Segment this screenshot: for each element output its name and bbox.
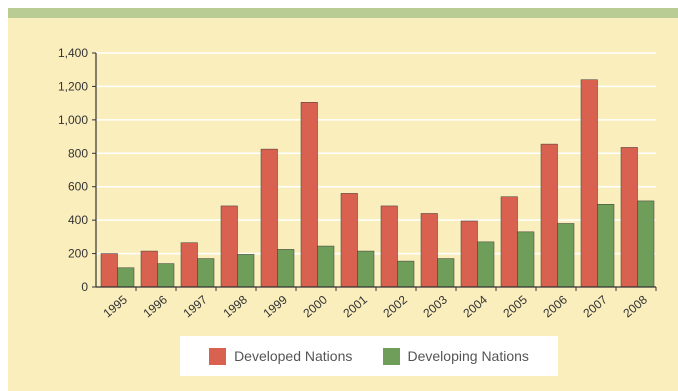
bar-developing — [157, 263, 175, 288]
bar-developed — [220, 205, 238, 288]
x-tick-label: 1996 — [140, 292, 170, 320]
y-tick-label: 400 — [68, 213, 88, 227]
y-tick-label: 1,200 — [58, 79, 88, 93]
y-tick-label: 0 — [81, 280, 88, 294]
bars — [100, 79, 655, 288]
bar-developed — [620, 147, 638, 288]
bar-developing — [357, 250, 375, 288]
bar-developed — [260, 148, 278, 288]
bar-developing — [397, 260, 415, 288]
x-tick-label: 1997 — [180, 292, 210, 320]
y-tick-label: 1,400 — [58, 46, 88, 60]
legend: Developed Nations Developing Nations — [180, 336, 558, 376]
legend-label-developed: Developed Nations — [234, 348, 353, 364]
bar-developing — [277, 249, 295, 288]
x-tick-label: 2004 — [460, 292, 490, 320]
bar-developed — [380, 205, 398, 288]
bar-developed — [340, 193, 358, 288]
bar-developed — [580, 79, 598, 288]
legend-item-developing: Developing Nations — [382, 347, 529, 365]
bar-developing — [117, 267, 135, 288]
x-tick-label: 2008 — [620, 292, 650, 320]
legend-label-developing: Developing Nations — [407, 348, 529, 364]
x-tick-label: 2003 — [420, 292, 450, 320]
y-tick-label: 800 — [68, 146, 88, 160]
x-tick-label: 1998 — [220, 292, 250, 320]
legend-swatch-developed — [209, 347, 227, 365]
bar-developed — [540, 143, 558, 288]
bar-developed — [180, 242, 198, 288]
bar-developed — [420, 213, 438, 288]
bar-developed — [500, 196, 518, 288]
x-tick-label: 2001 — [340, 292, 370, 320]
y-tick-label: 200 — [68, 247, 88, 261]
x-tick-label: 1999 — [260, 292, 290, 320]
bar-developing — [237, 254, 255, 288]
legend-item-developed: Developed Nations — [209, 347, 353, 365]
bar-developed — [100, 253, 118, 288]
bar-developing — [557, 223, 575, 288]
bar-developing — [197, 258, 215, 288]
y-tick-label: 1,000 — [58, 113, 88, 127]
y-tick-label: 600 — [68, 180, 88, 194]
header-band — [8, 8, 678, 18]
axes — [92, 52, 657, 291]
bar-developing — [437, 258, 455, 288]
bar-developing — [637, 200, 655, 288]
x-tick-label: 2007 — [580, 292, 610, 320]
bar-developed — [300, 102, 318, 288]
x-tick-label: 2006 — [540, 292, 570, 320]
bar-developing — [317, 245, 335, 288]
bar-developed — [140, 250, 158, 288]
x-tick-label: 2000 — [300, 292, 330, 320]
bar-developing — [597, 204, 615, 288]
x-tick-label: 1995 — [100, 292, 130, 320]
x-tick-label: 2005 — [500, 292, 530, 320]
x-tick-label: 2002 — [380, 292, 410, 320]
bar-developing — [477, 241, 495, 288]
bar-developing — [517, 231, 535, 288]
bar-developed — [460, 220, 478, 288]
legend-swatch-developing — [382, 347, 400, 365]
